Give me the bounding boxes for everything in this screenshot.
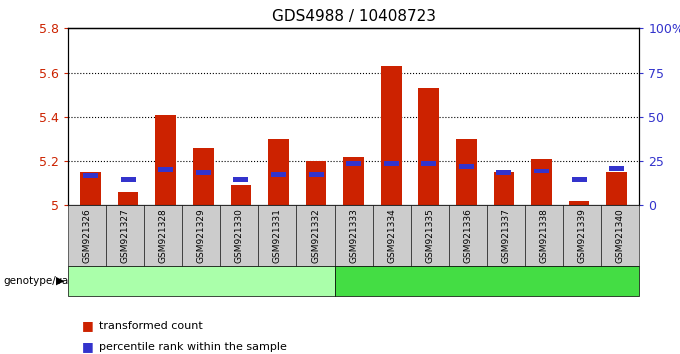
Text: GSM921330: GSM921330 (235, 208, 244, 263)
Text: percentile rank within the sample: percentile rank within the sample (99, 342, 286, 352)
Text: Srlp5 mutation: Srlp5 mutation (441, 274, 533, 287)
Bar (155, 115, 176, 205)
Bar (233, 177, 248, 182)
Text: GSM921332: GSM921332 (311, 208, 320, 263)
Text: ■: ■ (82, 341, 93, 353)
Bar (456, 139, 477, 205)
Bar (118, 192, 139, 205)
Text: ▶: ▶ (56, 275, 64, 286)
Bar (609, 166, 624, 171)
Text: GSM921336: GSM921336 (463, 208, 473, 263)
Text: GSM921333: GSM921333 (349, 208, 358, 263)
Bar (271, 172, 286, 177)
Bar (381, 66, 401, 205)
Title: GDS4988 / 10408723: GDS4988 / 10408723 (271, 9, 436, 24)
Bar (196, 170, 211, 175)
Bar (268, 139, 289, 205)
Bar (306, 161, 326, 205)
Bar (494, 172, 514, 205)
Bar (231, 185, 251, 205)
Text: transformed count: transformed count (99, 321, 203, 331)
Text: GSM921337: GSM921337 (501, 208, 511, 263)
Text: GSM921329: GSM921329 (197, 208, 206, 263)
Text: GSM921334: GSM921334 (387, 208, 396, 263)
Bar (343, 156, 364, 205)
Bar (158, 167, 173, 172)
Bar (459, 164, 474, 169)
Bar (193, 148, 214, 205)
Bar (346, 161, 361, 166)
Bar (83, 173, 98, 178)
Text: ■: ■ (82, 319, 93, 332)
Bar (384, 161, 398, 166)
Bar (418, 88, 439, 205)
Bar (120, 177, 135, 182)
Text: GSM921327: GSM921327 (120, 208, 130, 263)
Bar (421, 161, 437, 166)
Bar (309, 172, 324, 177)
Bar (607, 172, 627, 205)
Text: wild type: wild type (173, 274, 230, 287)
Text: GSM921340: GSM921340 (615, 208, 625, 263)
Bar (80, 172, 101, 205)
Bar (568, 201, 590, 205)
Bar (531, 159, 552, 205)
Text: genotype/variation: genotype/variation (3, 275, 103, 286)
Text: GSM921338: GSM921338 (539, 208, 549, 263)
Bar (496, 170, 511, 175)
Text: GSM921331: GSM921331 (273, 208, 282, 263)
Bar (534, 169, 549, 173)
Text: GSM921335: GSM921335 (425, 208, 435, 263)
Text: GSM921328: GSM921328 (158, 208, 168, 263)
Text: GSM921339: GSM921339 (577, 208, 587, 263)
Text: GSM921326: GSM921326 (82, 208, 92, 263)
Bar (572, 177, 587, 182)
